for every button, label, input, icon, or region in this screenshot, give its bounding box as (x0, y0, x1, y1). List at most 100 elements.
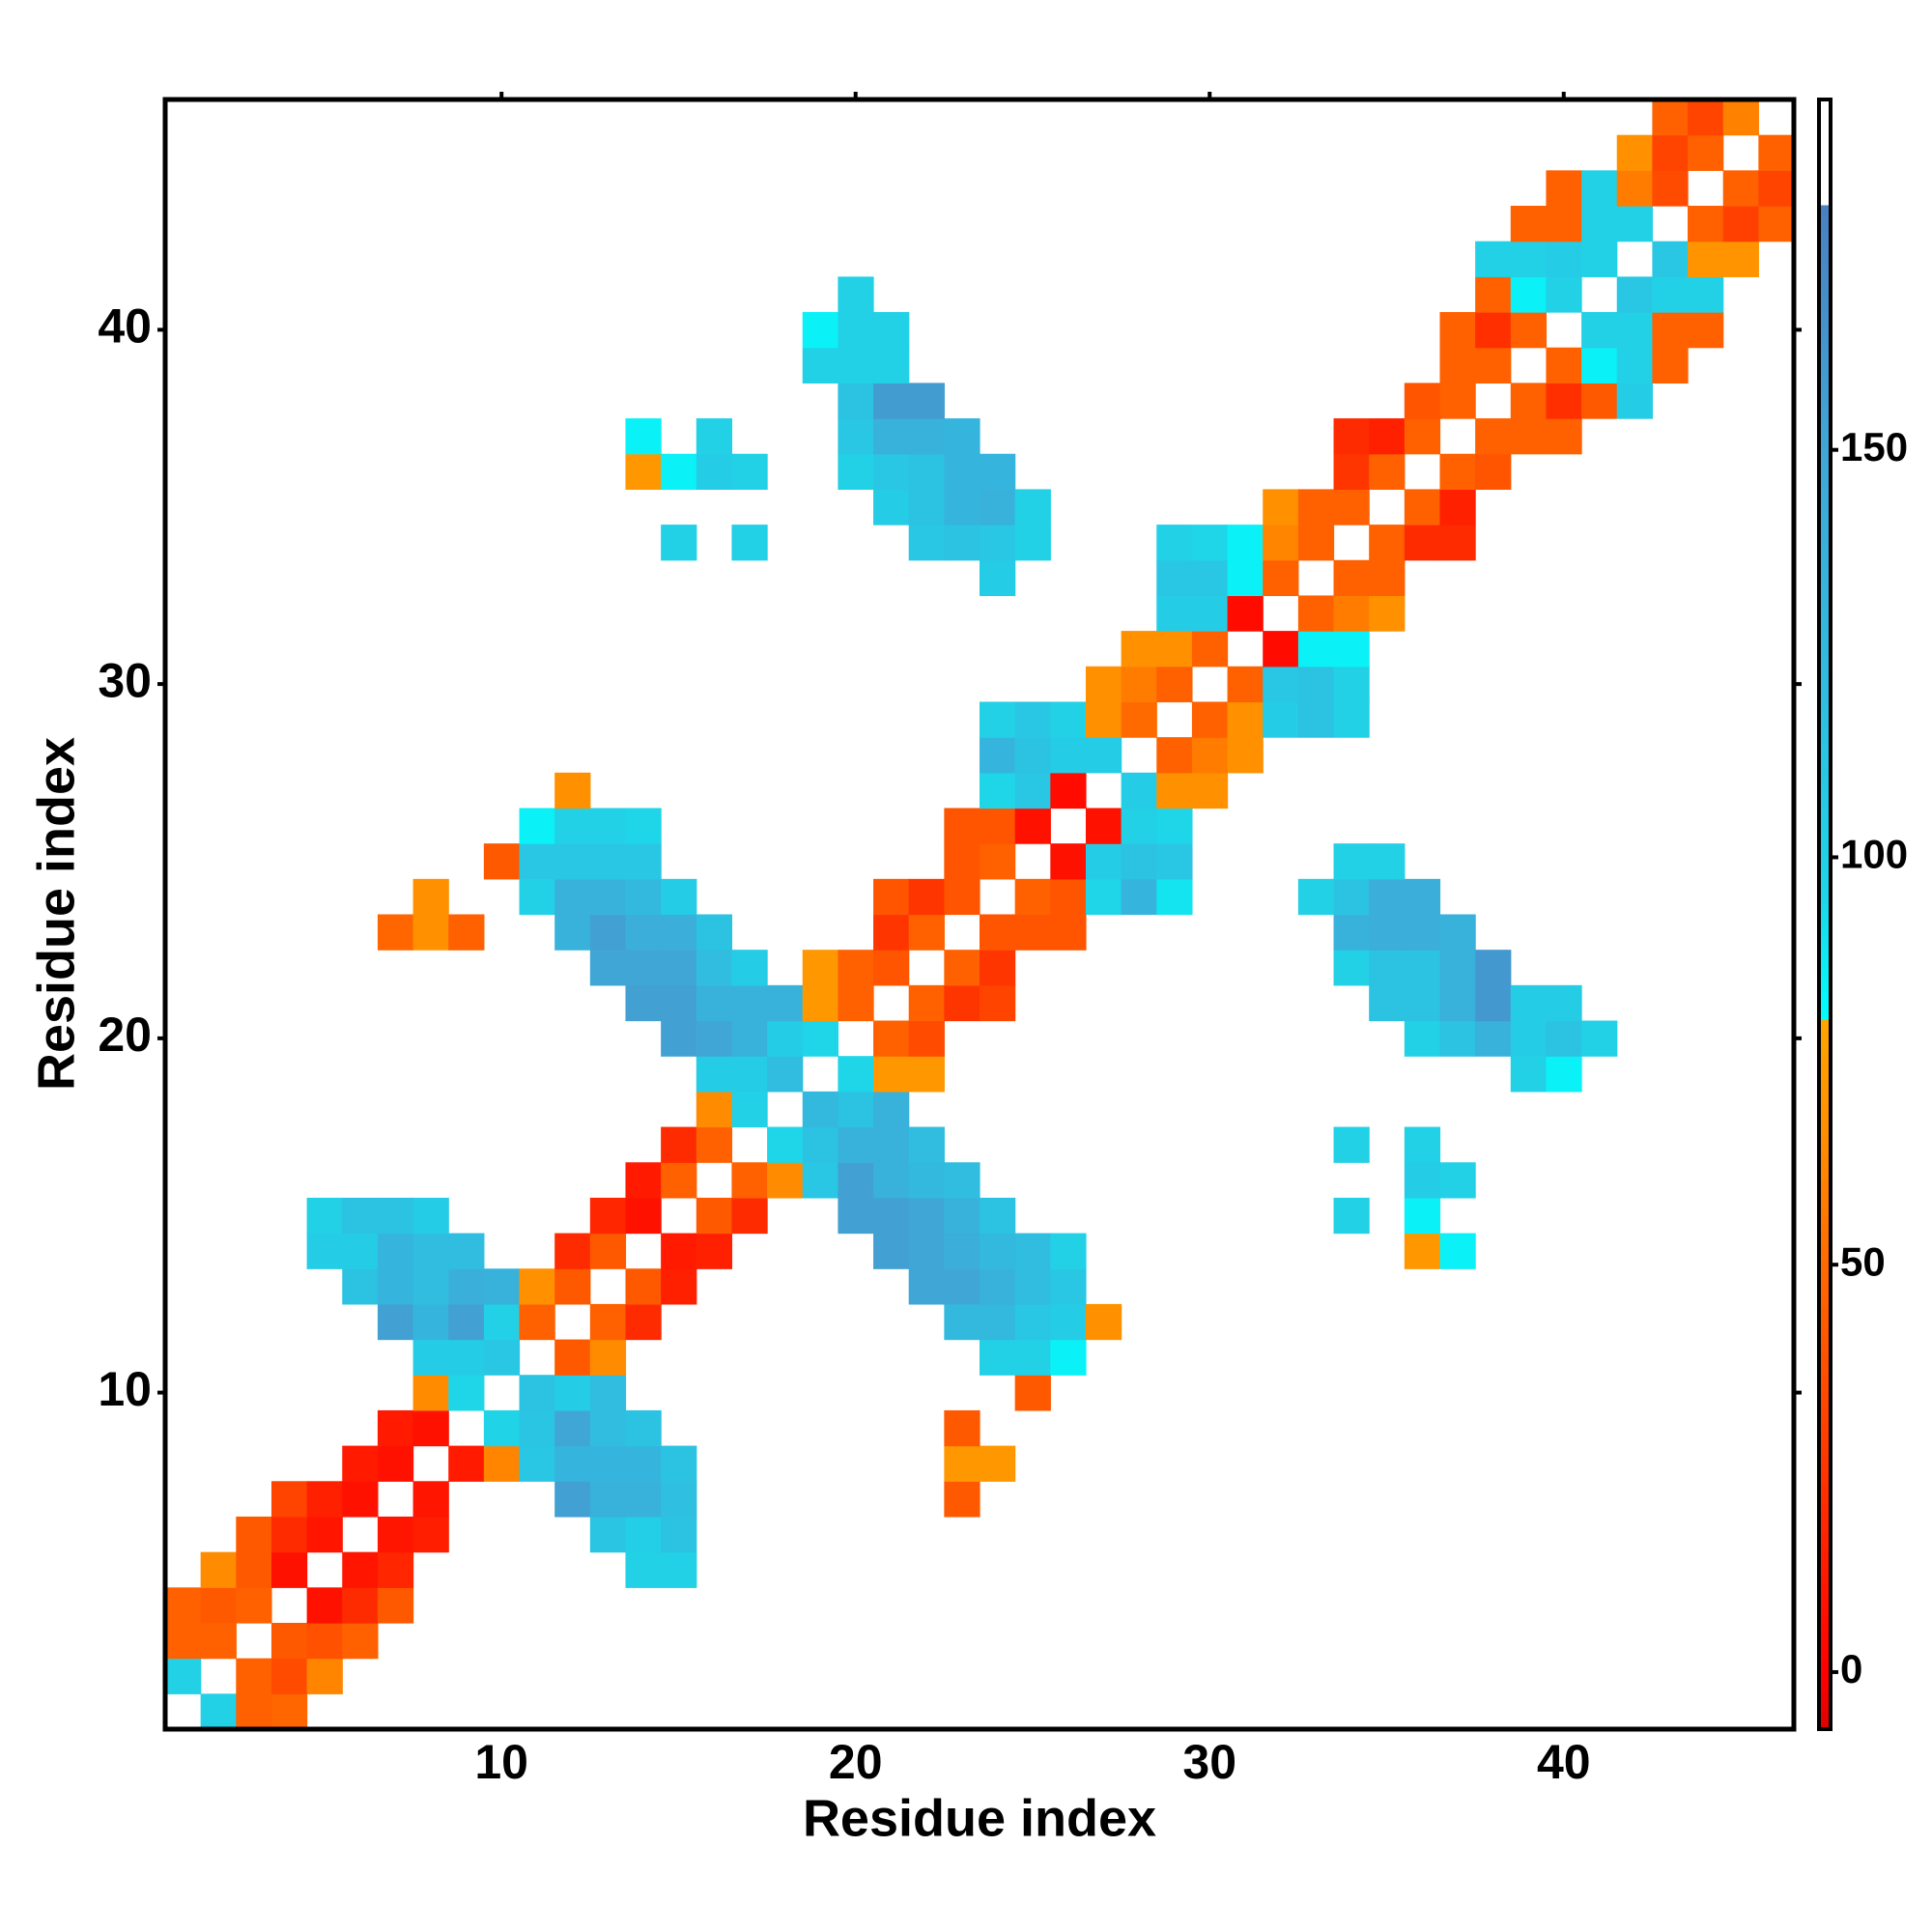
heatmap-cell (731, 525, 768, 561)
heatmap-cell (696, 950, 733, 986)
heatmap-cell (412, 1233, 449, 1269)
heatmap-cell (1333, 701, 1370, 738)
heatmap-cell (1616, 276, 1653, 313)
heatmap-cell (1546, 347, 1582, 384)
heatmap-cell (1688, 134, 1724, 171)
heatmap-cell (1085, 737, 1122, 774)
heatmap-cells (165, 99, 1795, 1730)
axes: 10 20 30 40 10 20 30 40 0 50 100 150 (98, 92, 1908, 1789)
heatmap-cell (1014, 1303, 1051, 1341)
heatmap-cell (873, 914, 910, 951)
heatmap-cell (838, 1091, 874, 1128)
heatmap-cell (1050, 701, 1087, 738)
heatmap-cell (1475, 276, 1512, 313)
heatmap-cell (767, 1126, 804, 1163)
heatmap-cell (1475, 950, 1512, 986)
heatmap-cell (1475, 984, 1512, 1022)
heatmap-cell (1652, 241, 1689, 277)
heatmap-cell (270, 1516, 308, 1553)
heatmap-cell (1581, 383, 1618, 419)
heatmap-cell (1652, 347, 1689, 384)
heatmap-cell (802, 347, 838, 384)
heatmap-cell (1404, 489, 1441, 526)
heatmap-cell (873, 383, 910, 419)
heatmap-cell (483, 843, 521, 880)
heatmap-cell (1156, 559, 1193, 597)
heatmap-cell (306, 1622, 343, 1660)
y-tick-label: 40 (98, 299, 152, 354)
heatmap-cell (1369, 525, 1406, 561)
heatmap-cell (873, 489, 910, 526)
heatmap-cell (767, 984, 804, 1022)
heatmap-cell (1014, 701, 1051, 738)
heatmap-cell (873, 312, 910, 349)
heatmap-cell (1191, 701, 1229, 738)
heatmap-cell (696, 453, 733, 491)
heatmap-cell (802, 950, 838, 986)
heatmap-cell (944, 1268, 980, 1305)
heatmap-cell (1475, 1020, 1512, 1057)
heatmap-cell (1191, 595, 1229, 632)
heatmap-cell (1510, 276, 1548, 313)
heatmap-cell (731, 453, 768, 491)
heatmap-cell (200, 1693, 237, 1730)
heatmap-cell (1652, 170, 1689, 207)
heatmap-cell (908, 1020, 945, 1057)
heatmap-cell (1121, 666, 1157, 703)
heatmap-cell (944, 1197, 980, 1235)
heatmap-cell (1333, 489, 1370, 526)
heatmap-cell (1404, 950, 1441, 986)
heatmap-cell (1722, 241, 1759, 277)
heatmap-cell (270, 1693, 308, 1730)
heatmap-cell (838, 418, 874, 455)
heatmap-cell (980, 1268, 1016, 1305)
heatmap-cell (342, 1587, 379, 1624)
heatmap-cell (838, 276, 874, 313)
heatmap-cell (1050, 1339, 1087, 1376)
heatmap-cell (661, 1268, 697, 1305)
heatmap-cell (873, 453, 910, 491)
heatmap-cell (1369, 559, 1406, 597)
heatmap-cell (1475, 347, 1512, 384)
heatmap-cell (412, 1481, 449, 1518)
heatmap-cell (802, 1126, 838, 1163)
heatmap-cell (1688, 206, 1724, 242)
heatmap-cell (908, 453, 945, 491)
heatmap-cell (236, 1693, 272, 1730)
heatmap-cell (377, 1197, 414, 1235)
heatmap-cell (554, 1445, 591, 1482)
heatmap-cell (625, 1162, 662, 1199)
heatmap-cell (1439, 525, 1476, 561)
heatmap-cell (448, 1445, 485, 1482)
heatmap-cell (944, 843, 980, 880)
heatmap-cell (1404, 1197, 1441, 1235)
heatmap-cell (236, 1551, 272, 1588)
heatmap-cell (519, 878, 555, 916)
heatmap-cell (696, 1056, 733, 1093)
heatmap-cell (1652, 276, 1689, 313)
heatmap-cell (625, 808, 662, 844)
heatmap-cell (1156, 772, 1193, 810)
heatmap-cell (625, 453, 662, 491)
heatmap-cell (1014, 737, 1051, 774)
heatmap-cell (1546, 276, 1582, 313)
heatmap-cell (1439, 1020, 1476, 1057)
heatmap-cell (908, 418, 945, 455)
heatmap-cell (1439, 1162, 1476, 1199)
heatmap-cell (1404, 1233, 1441, 1269)
heatmap-cell (625, 878, 662, 916)
heatmap-cell (1616, 347, 1653, 384)
heatmap-cell (1369, 878, 1406, 916)
heatmap-cell (1050, 878, 1087, 916)
heatmap-cell (1616, 170, 1653, 207)
heatmap-cell (448, 1339, 485, 1376)
heatmap-cell (1333, 418, 1370, 455)
heatmap-cell (944, 1481, 980, 1518)
heatmap-cell (873, 347, 910, 384)
heatmap-cell (661, 1126, 697, 1163)
heatmap-cell (1758, 170, 1795, 207)
heatmap-cell (589, 1516, 627, 1553)
heatmap-cell (1439, 914, 1476, 951)
heatmap-cell (1014, 525, 1051, 561)
heatmap-cell (1688, 312, 1724, 349)
